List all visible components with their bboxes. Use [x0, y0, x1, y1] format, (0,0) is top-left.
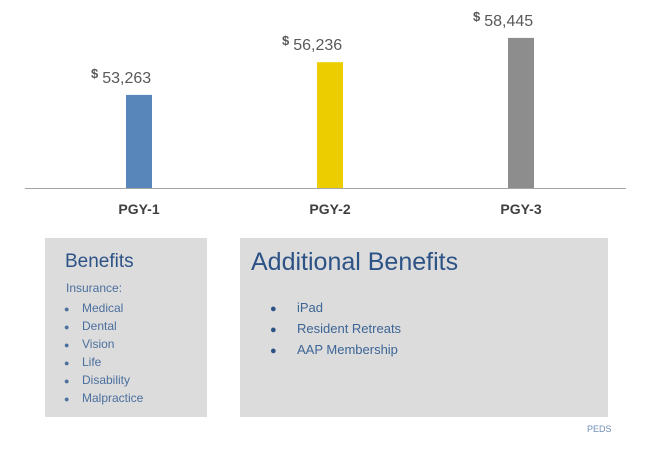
category-label-pgy-1: PGY-1	[118, 201, 159, 217]
category-label-pgy-3: PGY-3	[500, 201, 541, 217]
bullet-icon: ●	[270, 303, 277, 315]
insurance-item: ● Vision	[64, 335, 143, 353]
bullet-icon: ●	[270, 345, 277, 357]
insurance-item-label: Dental	[82, 319, 117, 333]
additional-benefit-item-label: AAP Membership	[297, 342, 398, 357]
value-number: 53,263	[102, 70, 151, 87]
salary-bar-chart: $53,263 PGY-1 $ 56,236 PGY-2 $ 58,445 PGY-3	[25, 9, 626, 217]
insurance-item-label: Vision	[82, 337, 115, 351]
category-label-pgy-2: PGY-2	[309, 201, 350, 217]
additional-benefit-item: ● Resident Retreats	[270, 318, 401, 339]
additional-benefit-item: ● iPad	[270, 297, 401, 318]
department-tag: PEDS	[587, 424, 612, 434]
bar-pgy-1	[126, 94, 152, 188]
insurance-item: ● Disability	[64, 371, 143, 389]
currency-symbol: $	[473, 9, 481, 24]
bullet-icon: ●	[64, 394, 70, 404]
insurance-item: ● Malpractice	[64, 389, 143, 407]
insurance-item-label: Disability	[82, 373, 131, 387]
value-label-pgy-1: $53,263	[91, 66, 151, 87]
value-label-pgy-3: $58,445	[473, 9, 533, 30]
additional-benefits-panel: Additional Benefits ● iPad ● Resident Retre…	[240, 238, 608, 417]
insurance-item: ● Dental	[64, 317, 143, 335]
insurance-item-label: Life	[82, 355, 102, 369]
bullet-icon: ●	[64, 340, 70, 350]
insurance-label: Insurance:	[66, 281, 123, 295]
salary-chart: $53,263 PGY-1 $56,236 PGY-2 $58,445 PGY-3	[0, 0, 656, 230]
bar-pgy-2	[317, 62, 343, 189]
currency-symbol: $	[282, 33, 290, 48]
insurance-item-label: Malpractice	[82, 391, 144, 405]
insurance-list: ● Medical ● Dental ● Vision ● Life ● Disability ● M…	[64, 299, 143, 407]
additional-benefit-item: ● AAP Membership	[270, 339, 401, 360]
value-number: 58,445	[484, 13, 533, 30]
insurance-item: ● Medical	[64, 299, 143, 317]
benefits-title: Benefits	[65, 251, 134, 272]
bullet-icon: ●	[64, 304, 70, 314]
value-number: 56,236	[293, 37, 342, 54]
value-label-pgy-2: $56,236	[282, 33, 342, 54]
insurance-item: ● Life	[64, 353, 143, 371]
benefits-panel: Benefits Insurance: ● Medical ● Dental ● Visi…	[45, 238, 207, 417]
bullet-icon: ●	[64, 322, 70, 332]
bullet-icon: ●	[270, 324, 277, 336]
additional-benefits-list: ● iPad ● Resident Retreats ● AAP Membership	[270, 297, 401, 360]
bullet-icon: ●	[64, 358, 70, 368]
bar-pgy-3	[508, 37, 534, 188]
bullet-icon: ●	[64, 376, 70, 386]
additional-benefit-item-label: iPad	[297, 300, 324, 315]
currency-symbol: $	[91, 66, 99, 81]
insurance-item-label: Medical	[82, 301, 124, 315]
additional-benefit-item-label: Resident Retreats	[297, 321, 402, 336]
additional-benefits-title: Additional Benefits	[251, 248, 459, 276]
